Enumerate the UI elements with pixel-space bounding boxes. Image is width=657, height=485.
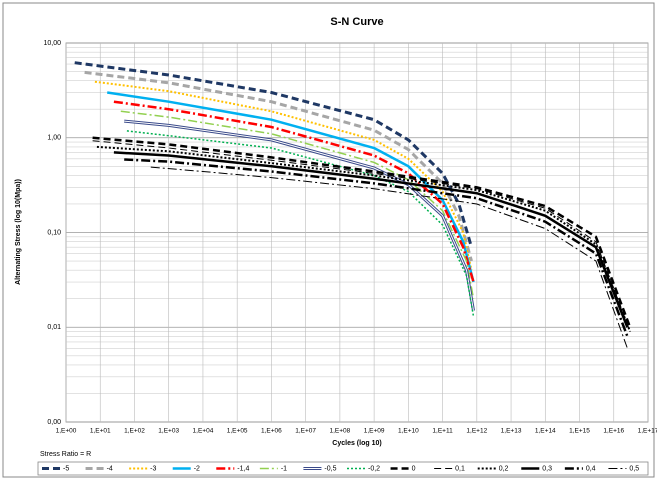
x-tick-label: 1,E+14 [535, 428, 556, 435]
legend-label: 0,1 [455, 465, 465, 472]
legend-label: 0,2 [499, 465, 509, 472]
y-tick-label: 10,00 [43, 40, 61, 47]
x-tick-label: 1,E+05 [227, 428, 248, 435]
legend-label: 0 [412, 465, 416, 472]
x-tick-label: 1,E+16 [603, 428, 624, 435]
y-tick-label: 0,00 [47, 419, 61, 426]
x-tick-label: 1,E+11 [432, 428, 453, 435]
y-tick-label: 0,10 [47, 229, 61, 236]
series-line [84, 70, 473, 262]
series-line [94, 80, 473, 271]
legend-label: 0,5 [629, 465, 639, 472]
legend-label: 0,4 [586, 465, 596, 472]
x-tick-label: 1,E+09 [364, 428, 385, 435]
series-line [124, 158, 629, 337]
legend-label: -2 [194, 465, 200, 472]
x-tick-label: 1,E+06 [261, 428, 282, 435]
series-line [92, 136, 632, 328]
legend-box [37, 461, 649, 476]
x-tick-label: 1,E+02 [124, 428, 145, 435]
legend-label: 0,3 [542, 465, 552, 472]
x-tick-label: 1,E+03 [158, 428, 179, 435]
x-tick-label: 1,E+01 [90, 428, 111, 435]
series-line [74, 61, 473, 248]
y-axis-label: Alternating Stress (log 10(Mpa)) [15, 179, 22, 285]
x-axis-label: Cycles (log 10) [332, 440, 381, 447]
x-tick-label: 1,E+04 [193, 428, 214, 435]
series-line [92, 140, 631, 332]
x-tick-label: 1,E+10 [398, 428, 419, 435]
x-tick-label: 1,E+07 [295, 428, 316, 435]
series-line [126, 130, 475, 317]
x-tick-label: 1,E+12 [466, 428, 487, 435]
legend-label: -0,5 [324, 465, 336, 472]
chart-title: S-N Curve [330, 16, 383, 28]
x-tick-label: 1,E+00 [56, 428, 77, 435]
legend-label: -5 [63, 465, 69, 472]
x-tick-label: 1,E+08 [329, 428, 350, 435]
series-line [113, 100, 475, 283]
series-line [96, 145, 632, 332]
x-tick-label: 1,E+13 [501, 428, 522, 435]
x-tick-label: 1,E+17 [638, 428, 657, 435]
legend-label: -4 [107, 465, 113, 472]
legend-title: Stress Ratio = R [40, 451, 91, 458]
x-tick-label: 1,E+15 [569, 428, 590, 435]
legend-label: -0,2 [368, 465, 380, 472]
legend-label: -1,4 [237, 465, 249, 472]
series-line [150, 166, 628, 349]
series-line [120, 110, 475, 299]
legend-label: -1 [281, 465, 287, 472]
y-tick-label: 1,00 [47, 135, 61, 142]
y-tick-label: 0,01 [47, 324, 61, 331]
legend-label: -3 [150, 465, 156, 472]
series-line [107, 91, 475, 283]
series-line [113, 151, 629, 328]
